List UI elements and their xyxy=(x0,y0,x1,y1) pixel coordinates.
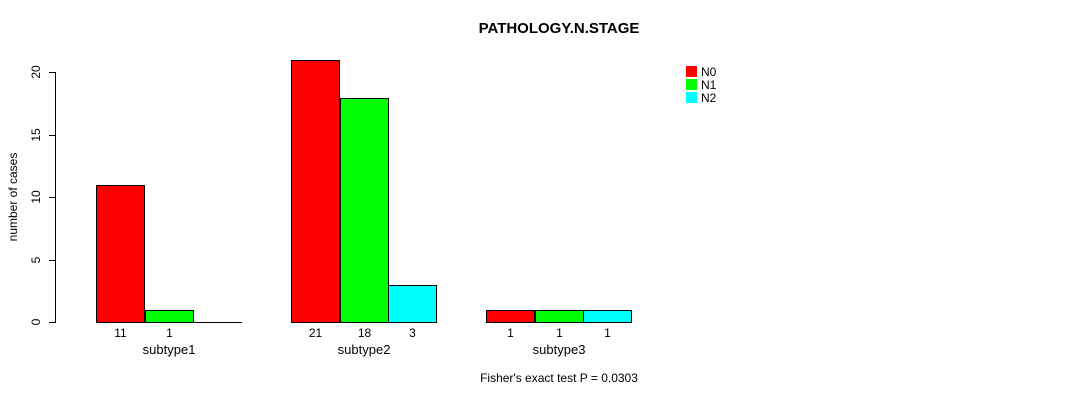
legend-label-N1: N1 xyxy=(701,78,717,92)
bar-N1-subtype3 xyxy=(535,310,584,323)
y-tick-label: 5 xyxy=(29,256,43,263)
chart-title: PATHOLOGY.N.STAGE xyxy=(478,20,640,37)
category-label-subtype2: subtype2 xyxy=(337,342,391,357)
legend-label-N2: N2 xyxy=(701,91,717,105)
bar-N0-subtype3 xyxy=(486,310,535,323)
y-tick-mark xyxy=(49,134,55,136)
y-tick-label: 10 xyxy=(29,190,43,204)
bar-N0-subtype2 xyxy=(291,60,340,323)
y-tick-label: 15 xyxy=(29,127,43,142)
bar-N1-subtype1 xyxy=(145,310,194,323)
bar-value-label: 1 xyxy=(556,326,563,340)
legend-swatch-N1 xyxy=(686,79,697,90)
bar-value-label: 1 xyxy=(166,326,173,340)
bar-value-label: 1 xyxy=(604,326,611,340)
annotation-fisher-test: Fisher's exact test P = 0.0303 xyxy=(480,371,638,385)
y-tick-mark xyxy=(49,197,55,198)
y-tick-label: 0 xyxy=(29,318,43,326)
y-tick-mark xyxy=(49,72,55,73)
y-axis-line xyxy=(55,72,56,323)
bar-N1-subtype2 xyxy=(340,98,389,323)
legend-swatch-N2 xyxy=(686,92,697,103)
y-tick-mark xyxy=(49,322,55,323)
bar-value-label: 11 xyxy=(114,326,127,340)
bar-N0-subtype1 xyxy=(96,185,145,323)
bar-N2-subtype1 xyxy=(193,322,242,323)
bar-N2-subtype3 xyxy=(583,310,632,323)
bar-N2-subtype2 xyxy=(388,285,437,323)
legend-swatch-N0 xyxy=(686,66,697,77)
bar-value-label: 3 xyxy=(409,326,416,340)
bar-value-label: 21 xyxy=(308,326,323,340)
bar-value-label: 18 xyxy=(357,326,372,340)
y-tick-label: 20 xyxy=(29,65,43,79)
legend-label-N0: N0 xyxy=(701,65,717,79)
y-tick-mark xyxy=(49,259,55,261)
category-label-subtype3: subtype3 xyxy=(532,342,586,357)
category-label-subtype1: subtype1 xyxy=(142,342,196,357)
bar-value-label: 1 xyxy=(507,326,514,340)
